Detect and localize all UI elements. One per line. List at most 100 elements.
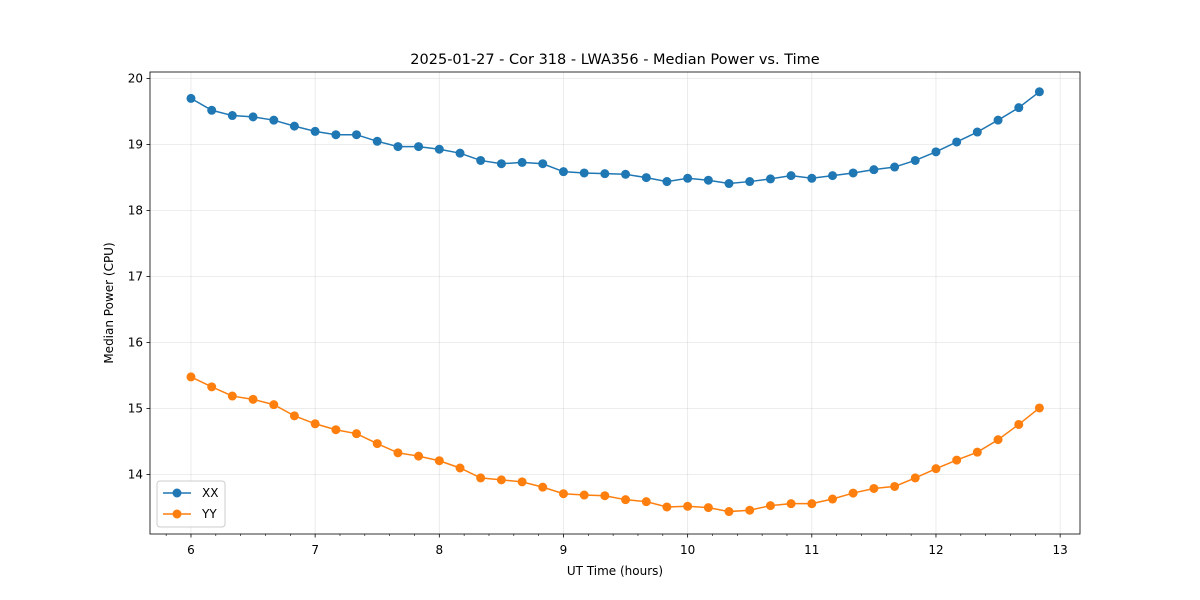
data-point-yy: [455, 463, 465, 473]
data-point-xx: [828, 171, 838, 181]
y-tick-label: 19: [128, 138, 143, 152]
data-point-yy: [993, 435, 1003, 445]
series-yy: [186, 372, 1044, 517]
x-tick-label: 8: [435, 543, 443, 557]
data-point-yy: [828, 494, 838, 504]
data-point-yy: [496, 475, 506, 485]
data-point-yy: [579, 490, 589, 500]
data-point-yy: [186, 372, 196, 382]
data-point-xx: [952, 137, 962, 147]
data-point-yy: [621, 495, 631, 505]
data-point-xx: [807, 173, 817, 183]
data-point-xx: [848, 168, 858, 178]
data-point-xx: [331, 130, 341, 140]
data-point-yy: [331, 425, 341, 435]
data-point-xx: [455, 148, 465, 158]
legend-label-xx: XX: [202, 486, 218, 500]
data-point-yy: [931, 464, 941, 474]
data-point-yy: [910, 473, 920, 483]
data-point-xx: [269, 115, 279, 125]
data-point-xx: [186, 93, 196, 103]
data-point-xx: [1034, 87, 1044, 97]
data-point-xx: [683, 173, 693, 183]
x-axis-label: UT Time (hours): [567, 564, 663, 578]
data-point-yy: [414, 451, 424, 461]
data-point-xx: [910, 155, 920, 165]
data-point-xx: [538, 159, 548, 169]
data-point-xx: [662, 177, 672, 187]
legend: XX YY: [156, 480, 226, 528]
data-point-yy: [538, 482, 548, 492]
data-point-yy: [289, 411, 299, 421]
data-point-yy: [765, 501, 775, 511]
series-layer: [186, 87, 1044, 517]
legend-label-yy: YY: [201, 507, 217, 521]
data-point-yy: [786, 499, 796, 509]
data-point-xx: [414, 142, 424, 152]
data-point-xx: [579, 168, 589, 178]
data-point-xx: [724, 179, 734, 189]
legend-marker-xx: [172, 488, 182, 498]
data-point-xx: [289, 121, 299, 131]
data-point-xx: [248, 112, 258, 122]
data-point-yy: [952, 455, 962, 465]
data-point-xx: [393, 142, 403, 152]
x-tick-label: 6: [187, 543, 195, 557]
data-point-yy: [517, 477, 527, 487]
data-point-yy: [207, 382, 217, 392]
chart-title: 2025-01-27 - Cor 318 - LWA356 - Median P…: [410, 52, 819, 68]
plot-frame: [149, 71, 1081, 535]
data-point-xx: [517, 157, 527, 167]
data-point-xx: [972, 127, 982, 137]
data-point-xx: [476, 155, 486, 165]
data-point-xx: [1014, 103, 1024, 113]
data-point-yy: [641, 497, 651, 507]
data-point-yy: [372, 439, 382, 449]
data-point-xx: [765, 174, 775, 184]
data-point-yy: [807, 499, 817, 509]
x-tick-label: 10: [680, 543, 695, 557]
data-point-yy: [972, 447, 982, 457]
data-point-xx: [621, 169, 631, 179]
data-point-yy: [703, 503, 713, 513]
data-point-yy: [393, 448, 403, 458]
data-point-xx: [207, 105, 217, 115]
y-tick-label: 15: [128, 402, 143, 416]
data-point-yy: [869, 483, 879, 493]
data-point-xx: [558, 167, 568, 177]
x-tick-label: 12: [928, 543, 943, 557]
data-point-yy: [227, 391, 237, 401]
data-point-xx: [351, 130, 361, 140]
data-point-yy: [724, 507, 734, 517]
y-axis-label: Median Power (CPU): [102, 242, 116, 363]
data-point-yy: [248, 394, 258, 404]
legend-marker-yy: [172, 509, 182, 519]
x-tick-label: 9: [560, 543, 568, 557]
y-tick-label: 16: [128, 336, 143, 350]
x-tick-label: 7: [311, 543, 319, 557]
data-point-xx: [786, 171, 796, 181]
data-point-xx: [310, 126, 320, 136]
x-tick-label: 11: [804, 543, 819, 557]
data-point-yy: [745, 505, 755, 515]
data-point-yy: [269, 400, 279, 410]
data-point-yy: [600, 491, 610, 501]
data-point-yy: [1014, 419, 1024, 429]
data-point-xx: [703, 175, 713, 185]
data-point-xx: [931, 147, 941, 157]
data-point-yy: [351, 429, 361, 439]
data-point-yy: [476, 473, 486, 483]
y-tick-label: 14: [128, 468, 143, 482]
data-point-yy: [310, 419, 320, 429]
data-point-xx: [227, 111, 237, 121]
y-tick-label: 20: [128, 72, 143, 86]
y-tick-label: 17: [128, 270, 143, 284]
data-point-xx: [496, 159, 506, 169]
data-point-yy: [434, 456, 444, 466]
series-xx: [186, 87, 1044, 189]
data-point-xx: [745, 177, 755, 187]
data-point-yy: [558, 489, 568, 499]
data-point-xx: [890, 162, 900, 172]
data-point-xx: [993, 115, 1003, 125]
